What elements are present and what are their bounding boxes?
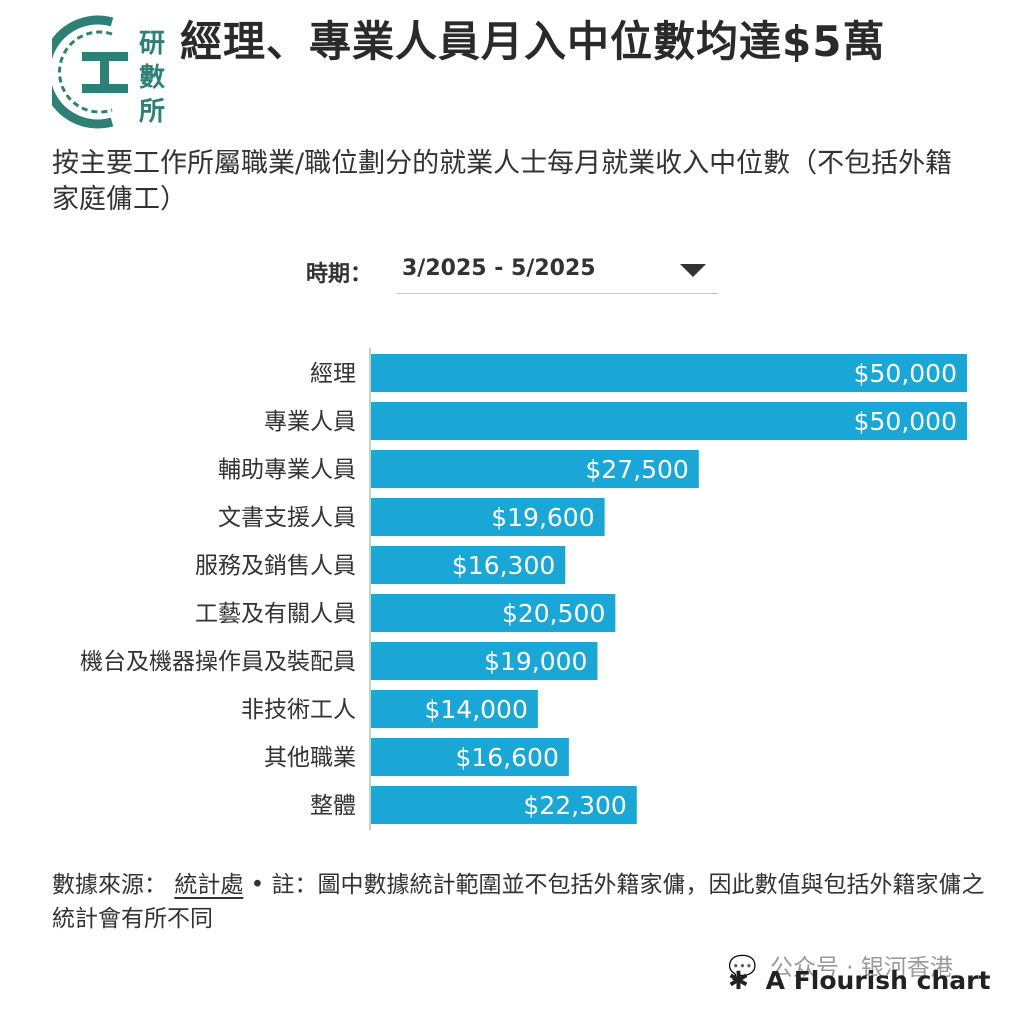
bar[interactable]: [371, 546, 566, 584]
page-subtitle: 按主要工作所屬職業/職位劃分的就業人士每月就業收入中位數（不包括外籍家庭傭工）: [52, 148, 953, 215]
value-label: $50,000: [854, 407, 957, 436]
bar[interactable]: [371, 786, 637, 824]
source-prefix: 數據來源：: [52, 872, 167, 898]
bar[interactable]: [371, 354, 967, 392]
wechat-icon: 💬: [728, 955, 757, 981]
logo-char-3: 所: [139, 97, 165, 127]
category-label: 整體: [310, 793, 356, 819]
bar-chart: 經理 $50,000 專業人員 $50,000 輔助專業人員 $27,500 文書支援人員 $…: [80, 348, 967, 830]
category-label: 專業人員: [264, 409, 356, 435]
watermark: 💬 公众号 · 银河香港: [728, 948, 953, 982]
logo-char-2: 數: [139, 63, 165, 93]
bar[interactable]: [371, 450, 699, 488]
watermark-text: 公众号 · 银河香港: [769, 955, 953, 981]
category-label: 輔助專業人員: [218, 457, 356, 483]
value-label: $19,600: [491, 503, 594, 532]
bar[interactable]: [371, 690, 538, 728]
value-label: $22,300: [523, 791, 626, 820]
value-label: $27,500: [585, 455, 688, 484]
bars-layer: 經理 $50,000 專業人員 $50,000 輔助專業人員 $27,500 文書支援人員 $…: [80, 354, 967, 824]
category-label: 文書支援人員: [218, 505, 356, 531]
category-label: 服務及銷售人員: [195, 553, 356, 579]
category-label: 其他職業: [264, 745, 356, 771]
value-label: $16,300: [452, 551, 555, 580]
bar[interactable]: [371, 498, 605, 536]
footnote: 數據來源： 統計處 • 註：圖中數據統計範圍並不包括外籍家傭，因此數值與包括外籍…: [52, 868, 992, 936]
bar[interactable]: [371, 594, 616, 632]
period-dropdown[interactable]: 3/2025 - 5/2025: [396, 248, 718, 294]
value-label: $20,500: [502, 599, 605, 628]
category-label: 工藝及有關人員: [195, 601, 356, 627]
period-label: 時期：: [306, 262, 373, 287]
bar[interactable]: [371, 402, 967, 440]
logo: 研 數 所: [52, 15, 165, 129]
bar[interactable]: [371, 642, 598, 680]
chevron-down-icon: [680, 264, 706, 277]
flourish-credit[interactable]: ✱ A Flourish chart: [728, 966, 990, 995]
source-link[interactable]: 統計處: [174, 872, 244, 898]
logo-char-1: 研: [139, 29, 165, 59]
footnote-note: • 註：圖中數據統計範圍並不包括外籍家傭，因此數值與包括外籍家傭之統計會有所不同: [52, 872, 985, 932]
category-label: 非技術工人: [241, 697, 356, 723]
value-label: $19,000: [484, 647, 587, 676]
asterisk-icon: ✱: [728, 966, 749, 995]
bar[interactable]: [371, 738, 569, 776]
value-label: $50,000: [854, 359, 957, 388]
category-label: 機台及機器操作員及裝配員: [80, 649, 356, 675]
period-value: 3/2025 - 5/2025: [402, 256, 596, 281]
value-label: $14,000: [424, 695, 527, 724]
logo-mark: [52, 15, 128, 129]
value-label: $16,600: [455, 743, 558, 772]
page-title: 經理、專業人員月入中位數均達$5萬: [180, 17, 886, 66]
credit-text: A Flourish chart: [765, 966, 991, 995]
category-label: 經理: [310, 361, 356, 387]
